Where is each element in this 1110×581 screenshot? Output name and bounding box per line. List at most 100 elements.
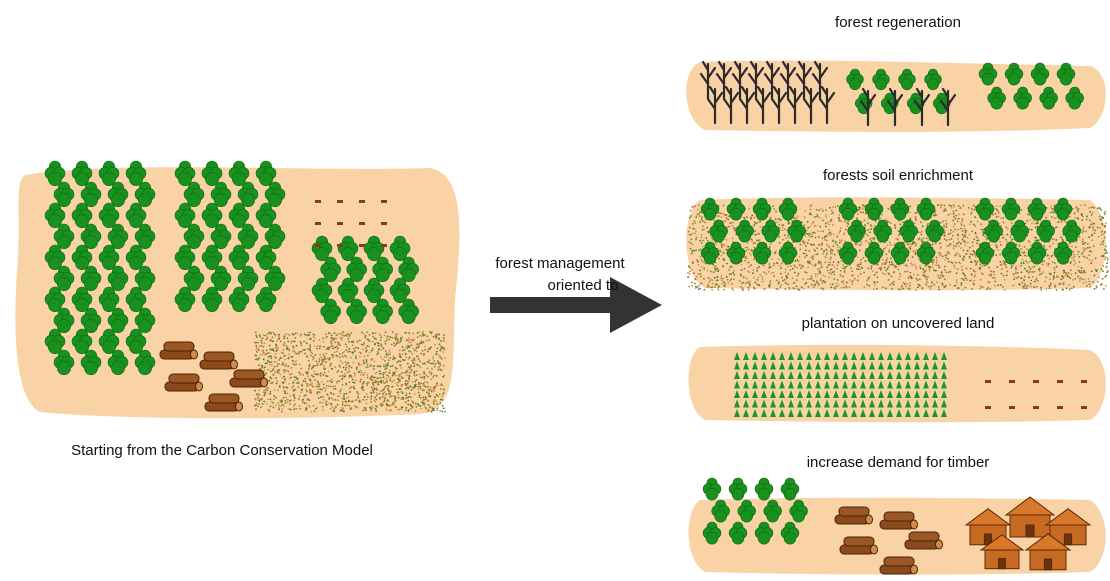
soil-speck <box>432 363 434 365</box>
soil-speck <box>723 281 725 283</box>
leaf <box>1034 73 1046 85</box>
soil-speck <box>1088 207 1090 209</box>
soil-speck <box>1081 279 1083 281</box>
soil-speck <box>437 334 439 336</box>
soil-speck <box>440 399 442 401</box>
soil-speck <box>314 410 316 412</box>
soil-speck <box>267 333 269 335</box>
soil-speck <box>399 374 401 376</box>
soil-speck <box>1093 245 1095 247</box>
leaf <box>991 97 1003 109</box>
soil-speck <box>265 389 267 391</box>
soil-speck <box>1104 236 1106 238</box>
soil-speck <box>1090 262 1092 264</box>
soil-speck <box>787 266 789 268</box>
leaf <box>178 298 191 311</box>
soil-speck <box>431 391 433 393</box>
soil-speck <box>988 267 990 269</box>
soil-speck <box>415 406 417 408</box>
soil-speck <box>975 233 977 235</box>
soil-speck <box>402 392 404 394</box>
soil-speck <box>699 215 701 217</box>
soil-speck <box>848 221 850 223</box>
soil-speck <box>398 360 400 362</box>
soil-speck <box>426 361 428 363</box>
soil-speck <box>290 399 292 401</box>
soil-speck <box>1105 256 1107 258</box>
soil-speck <box>860 211 862 213</box>
leaf <box>920 208 932 220</box>
soil-speck <box>352 381 354 383</box>
soil-speck <box>1036 286 1038 288</box>
soil-speck <box>389 336 391 338</box>
soil-speck <box>402 350 404 352</box>
soil-speck <box>407 387 409 389</box>
soil-speck <box>256 346 258 348</box>
soil-speck <box>270 382 272 384</box>
soil-speck <box>810 226 812 228</box>
soil-speck <box>372 389 374 391</box>
soil-speck <box>846 282 848 284</box>
soil-speck <box>374 344 376 346</box>
log <box>204 352 234 361</box>
soil-speck <box>341 334 343 336</box>
soil-speck <box>373 360 375 362</box>
soil-speck <box>1023 279 1025 281</box>
soil-speck <box>1018 276 1020 278</box>
soil-speck <box>387 388 389 390</box>
soil-speck <box>309 331 311 333</box>
soil-speck <box>954 267 956 269</box>
soil-speck <box>407 358 409 360</box>
soil-speck <box>727 279 729 281</box>
soil-speck <box>401 377 403 379</box>
soil-speck <box>319 388 321 390</box>
soil-speck <box>862 204 864 206</box>
soil-speck <box>1032 271 1034 273</box>
soil-speck <box>943 205 945 207</box>
soil-speck <box>1058 283 1060 285</box>
soil-speck <box>960 243 962 245</box>
soil-speck <box>307 332 309 334</box>
soil-speck <box>265 339 267 341</box>
soil-speck <box>1080 277 1082 279</box>
leaf <box>1060 73 1072 85</box>
soil-speck <box>1086 219 1088 221</box>
soil-speck <box>816 209 818 211</box>
soil-speck <box>433 360 435 362</box>
soil-speck <box>330 333 332 335</box>
soil-speck <box>420 397 422 399</box>
soil-speck <box>256 358 258 360</box>
soil-speck <box>837 249 839 251</box>
soil-speck <box>744 260 746 262</box>
soil-speck <box>1005 226 1007 228</box>
soil-speck <box>857 256 859 258</box>
soil-speck <box>285 370 287 372</box>
soil-speck <box>902 221 904 223</box>
soil-speck <box>898 235 900 237</box>
soil-speck <box>955 254 957 256</box>
soil-speck <box>965 287 967 289</box>
soil-speck <box>284 371 286 373</box>
soil-speck <box>690 238 692 240</box>
soil-speck <box>376 387 378 389</box>
soil-speck <box>367 377 369 379</box>
soil-speck <box>364 355 366 357</box>
soil-speck <box>1014 276 1016 278</box>
soil-speck <box>1024 287 1026 289</box>
soil-speck <box>1020 209 1022 211</box>
soil-speck <box>1085 248 1087 250</box>
log-pile <box>230 370 268 387</box>
soil-speck <box>973 238 975 240</box>
soil-speck <box>328 385 330 387</box>
soil-speck <box>308 404 310 406</box>
soil-speck <box>1068 284 1070 286</box>
soil-speck <box>897 239 899 241</box>
soil-speck <box>927 276 929 278</box>
soil-speck <box>842 283 844 285</box>
soil-speck <box>351 367 353 369</box>
soil-speck <box>762 281 764 283</box>
soil-speck <box>294 379 296 381</box>
soil-speck <box>273 398 275 400</box>
soil-speck <box>400 391 402 393</box>
soil-speck <box>258 394 260 396</box>
